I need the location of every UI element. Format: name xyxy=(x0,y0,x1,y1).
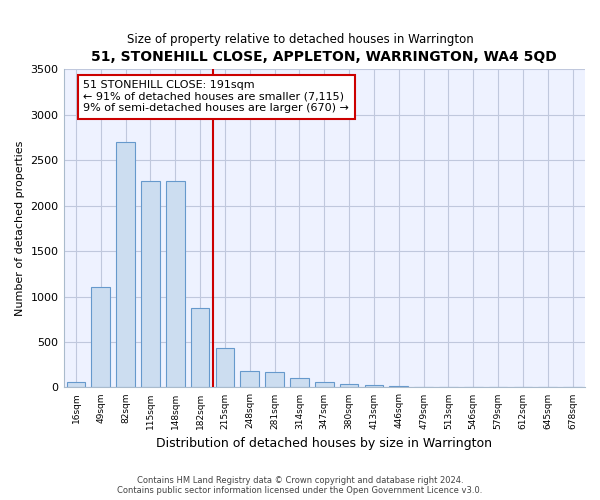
Bar xyxy=(265,372,284,388)
Text: 51 STONEHILL CLOSE: 191sqm
← 91% of detached houses are smaller (7,115)
9% of se: 51 STONEHILL CLOSE: 191sqm ← 91% of deta… xyxy=(83,80,349,114)
Bar xyxy=(166,181,185,388)
Text: Contains HM Land Registry data © Crown copyright and database right 2024.
Contai: Contains HM Land Registry data © Crown c… xyxy=(118,476,482,495)
Bar xyxy=(290,378,309,388)
Bar xyxy=(191,308,209,388)
Bar xyxy=(389,386,408,388)
Bar xyxy=(315,382,334,388)
Bar xyxy=(91,288,110,388)
Title: 51, STONEHILL CLOSE, APPLETON, WARRINGTON, WA4 5QD: 51, STONEHILL CLOSE, APPLETON, WARRINGTO… xyxy=(91,50,557,64)
Bar xyxy=(141,181,160,388)
Bar xyxy=(116,142,135,388)
Text: Size of property relative to detached houses in Warrington: Size of property relative to detached ho… xyxy=(127,32,473,46)
Bar xyxy=(414,386,433,388)
Bar xyxy=(365,385,383,388)
Y-axis label: Number of detached properties: Number of detached properties xyxy=(15,140,25,316)
Bar xyxy=(340,384,358,388)
Bar xyxy=(215,348,234,388)
Bar xyxy=(67,382,85,388)
Bar xyxy=(241,371,259,388)
X-axis label: Distribution of detached houses by size in Warrington: Distribution of detached houses by size … xyxy=(156,437,492,450)
